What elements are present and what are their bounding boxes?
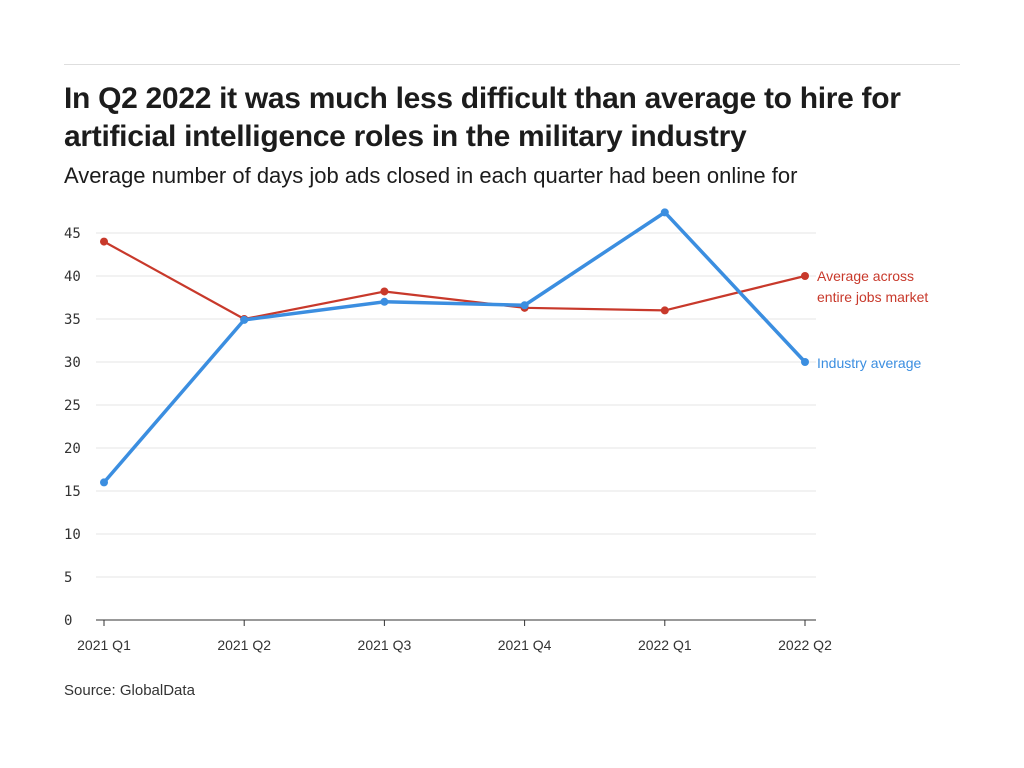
y-tick-label: 0 [64,613,72,629]
data-point [240,315,249,324]
data-point [100,237,108,246]
series-label: entire jobs market [817,289,928,305]
data-point [380,297,389,306]
top-divider [64,64,960,65]
chart-title: In Q2 2022 it was much less difficult th… [64,82,901,153]
x-tick-label: 2022 Q2 [778,637,832,653]
data-point [520,301,529,310]
data-point [660,208,669,217]
y-tick-label: 10 [64,527,81,543]
y-tick-label: 45 [64,226,81,242]
x-tick-label: 2021 Q2 [217,637,271,653]
x-tick-label: 2021 Q3 [358,637,412,653]
x-tick-label: 2022 Q1 [638,637,692,653]
data-point [660,306,669,315]
series-label: Average across [817,268,914,284]
series-line [103,240,806,321]
data-point [380,287,389,296]
y-tick-label: 40 [64,269,81,285]
y-tick-label: 30 [64,355,81,371]
y-tick-label: 35 [64,312,81,328]
data-point [100,478,108,487]
data-point [801,272,809,280]
y-tick-label: 15 [64,484,81,500]
y-tick-label: 20 [64,441,81,457]
y-tick-label: 5 [64,570,72,586]
series-line [102,210,807,484]
x-tick-label: 2021 Q4 [498,637,552,653]
series-label: Industry average [817,355,921,371]
source-note: Source: GlobalData [64,682,195,699]
x-tick-label: 2021 Q1 [77,637,131,653]
chart-subtitle: Average number of days job ads closed in… [64,163,798,188]
data-point [801,358,809,366]
y-tick-label: 25 [64,398,81,414]
